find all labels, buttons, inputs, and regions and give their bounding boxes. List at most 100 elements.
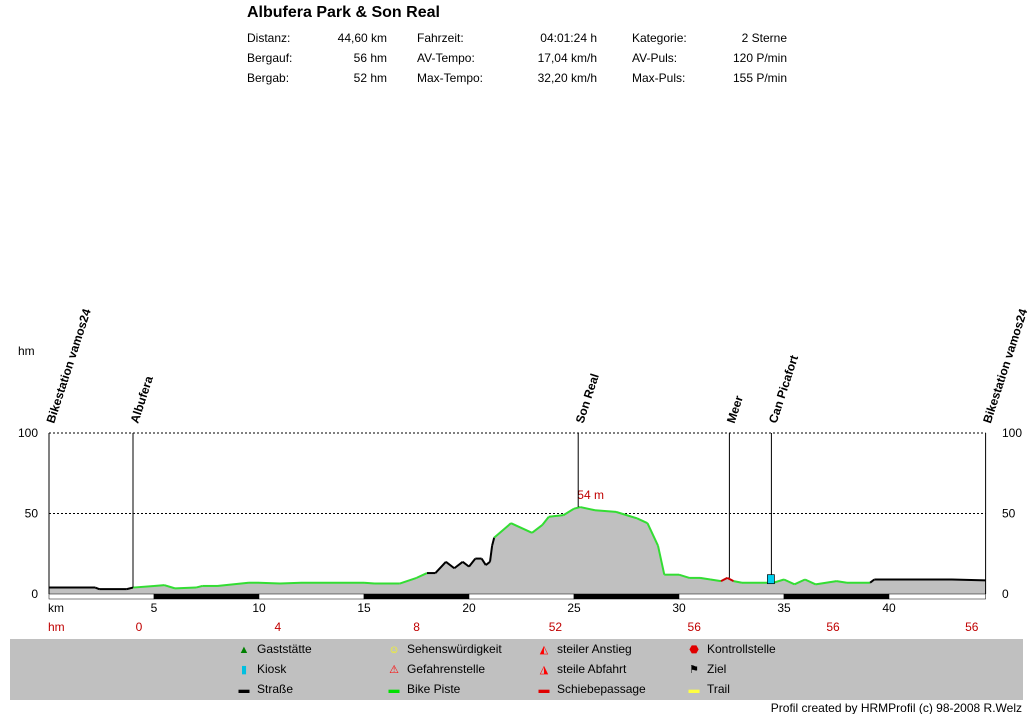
cumulative-hm-label: 4	[274, 620, 281, 634]
y-tick-label-right: 100	[1002, 426, 1022, 440]
profile-segment-piste	[615, 510, 638, 520]
stat-value: 04:01:24 h	[540, 31, 597, 45]
x-tick-label: 25	[567, 601, 581, 615]
legend-item: ⚠ Gefahrenstelle	[387, 662, 485, 676]
km-scale-bar	[48, 593, 155, 600]
profile-segment-piste	[815, 580, 837, 586]
profile-segment-piste	[258, 581, 281, 585]
legend-item: ⬣ Kontrollstelle	[687, 642, 776, 656]
legend-item: ▲ Gaststätte	[237, 642, 312, 656]
profile-segment-strasse	[462, 561, 470, 568]
km-scale-bar	[468, 593, 575, 600]
profile-segment-strasse	[869, 578, 875, 584]
legend-label: Ziel	[707, 662, 727, 676]
stat-value: 2 Sterne	[741, 31, 787, 45]
legend-label: Bike Piste	[407, 682, 461, 696]
waypoint-label: Son Real	[573, 372, 602, 425]
legend: ▲ Gaststätte ▮ Kiosk ▬ Straße ☺ Sehenswürdigkei…	[10, 639, 1023, 700]
legend-item: ☺ Sehenswürdigkeit	[387, 642, 502, 656]
km-scale-bar	[573, 593, 680, 600]
km-scale-bar	[888, 593, 986, 600]
legend-item: ▬ Schiebepassage	[537, 682, 646, 696]
legend-label: Gaststätte	[257, 642, 312, 656]
steep-descent-icon: ◮	[539, 664, 549, 676]
legend-label: Sehenswürdigkeit	[407, 642, 502, 656]
profile-segment-piste	[646, 522, 659, 547]
warning-icon: ⚠	[389, 664, 399, 676]
checkered-flag-icon: ⚑	[689, 664, 699, 676]
profile-segment-piste	[636, 517, 648, 525]
profile-segment-strasse	[453, 561, 464, 570]
x-tick-label: 30	[672, 601, 686, 615]
profile-segment-strasse	[485, 561, 491, 566]
legend-item: ▬ Bike Piste	[387, 682, 461, 696]
legend-label: Kiosk	[257, 662, 287, 676]
stat-label: Bergauf:	[247, 51, 293, 65]
bike-piste-swatch-icon: ▬	[388, 684, 400, 696]
cumulative-hm-label: 56	[965, 620, 979, 634]
stat-value: 56 hm	[353, 51, 387, 65]
profile-segment-piste	[804, 578, 816, 586]
profile-segment-strasse	[489, 545, 494, 562]
cumulative-hm-label: 8	[413, 620, 420, 634]
legend-item: ▬ Straße	[237, 682, 294, 696]
legend-item: ▮ Kiosk	[237, 662, 286, 676]
km-scale-bar	[678, 593, 785, 600]
profile-segment-schiebe	[726, 577, 735, 583]
profile-segment-piste	[399, 576, 417, 585]
x-tick-label: 5	[151, 601, 158, 615]
y-tick-label-left: 50	[25, 507, 39, 521]
profile-segment-piste	[594, 509, 617, 513]
waypoint-label: Can Picafort	[766, 353, 801, 425]
profile-segment-piste	[216, 581, 249, 587]
waypoint-label: Albufera	[128, 374, 156, 425]
stat-value: 52 hm	[353, 71, 387, 85]
profile-segment-piste	[493, 522, 512, 539]
profile-segment-strasse	[434, 561, 447, 574]
profile-segment-piste	[164, 584, 176, 590]
legend-item: ◮ steile Abfahrt	[537, 662, 627, 676]
legend-item: ◭ steiler Anstieg	[537, 642, 632, 656]
profile-segment-strasse	[468, 557, 477, 568]
road-swatch-icon: ▬	[238, 684, 250, 696]
smiley-icon: ☺	[388, 644, 400, 656]
profile-segment-piste	[678, 573, 690, 579]
page-title: Albufera Park & Son Real	[247, 4, 440, 21]
profile-segment-piste	[279, 581, 302, 585]
stat-value: 120 P/min	[732, 51, 787, 65]
cumulative-hm-label: 56	[826, 620, 840, 634]
profile-segment-piste	[416, 572, 428, 579]
legend-label: Gefahrenstelle	[407, 662, 486, 676]
x-tick-label: 35	[777, 601, 791, 615]
steep-climb-icon: ◭	[539, 644, 549, 656]
credit-text: Profil created by HRMProfil (c) 98-2008 …	[770, 701, 1022, 714]
profile-segment-piste	[733, 580, 743, 584]
y-tick-label-right: 50	[1002, 507, 1016, 521]
profile-segment-piste	[548, 514, 564, 518]
stat-value: 32,20 km/h	[537, 71, 597, 85]
km-scale-bar	[783, 593, 890, 600]
profile-segment-piste	[132, 584, 155, 589]
profile-segment-piste	[541, 516, 550, 526]
stat-label: Distanz:	[247, 31, 291, 45]
profile-segment-strasse	[951, 578, 986, 582]
legend-item: ⚑ Ziel	[687, 662, 726, 676]
stat-value: 44,60 km	[337, 31, 387, 45]
kiosk-icon: ▮	[240, 664, 248, 676]
legend-label: Trail	[707, 682, 730, 696]
profile-segment-piste	[573, 506, 581, 510]
peak-label: 54 m	[577, 488, 604, 502]
profile-segment-piste	[657, 545, 666, 575]
profile-segment-piste	[836, 580, 848, 584]
y-tick-label-left: 0	[31, 587, 38, 601]
legend-label: steiler Anstieg	[557, 642, 632, 656]
km-scale-bar	[258, 593, 365, 600]
profile-segment-piste	[174, 586, 197, 590]
stat-label: Max-Tempo:	[417, 71, 484, 85]
profile-segment-piste	[783, 578, 795, 586]
profile-segment-strasse	[94, 586, 100, 591]
stat-label: Max-Puls:	[632, 71, 686, 85]
legend-label: steile Abfahrt	[557, 662, 627, 676]
